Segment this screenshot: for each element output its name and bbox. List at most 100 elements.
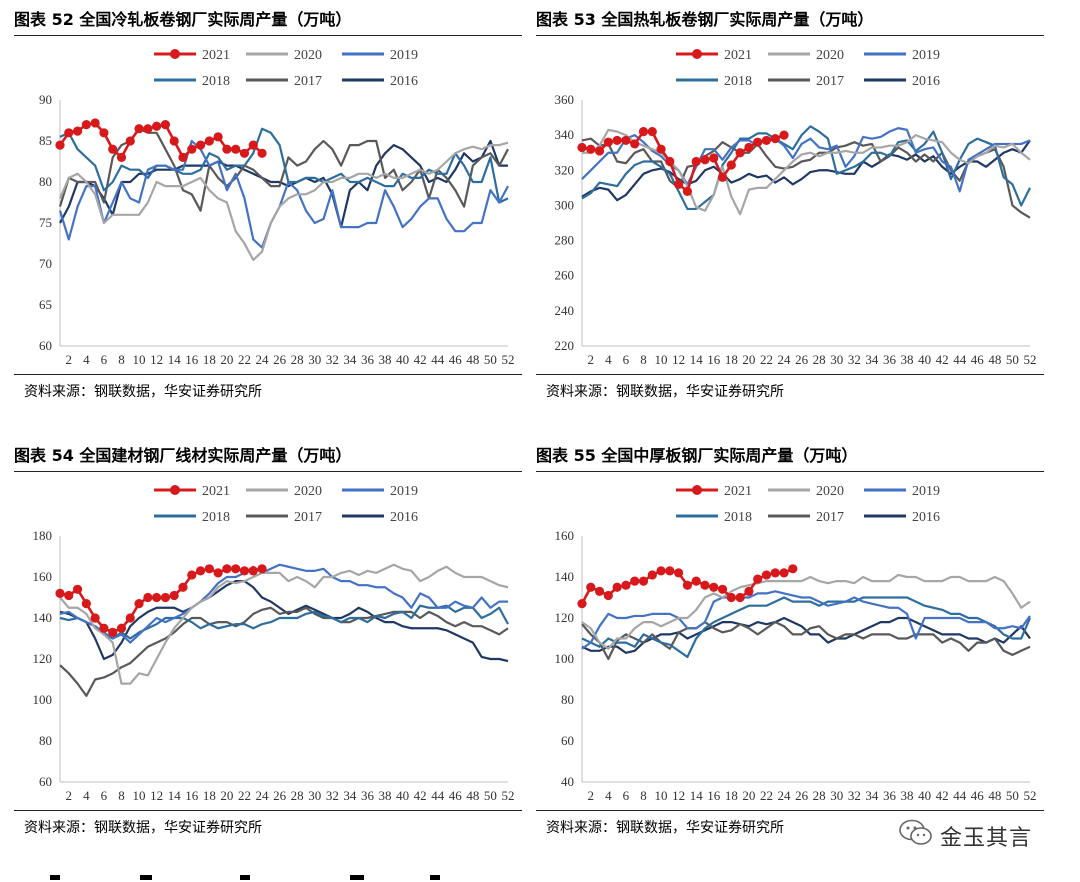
data-point-2021 xyxy=(656,144,666,154)
y-tick-label: 340 xyxy=(555,127,575,142)
x-tick-label: 6 xyxy=(623,352,630,367)
data-point-2021 xyxy=(630,139,640,149)
x-tick-label: 2 xyxy=(588,788,595,803)
legend-item-2021: 2021 xyxy=(676,484,752,499)
source-divider xyxy=(14,374,522,375)
data-point-2021 xyxy=(257,148,267,158)
legend-label: 2021 xyxy=(724,484,752,499)
data-point-2021 xyxy=(726,592,736,603)
legend-item-2020: 2020 xyxy=(768,48,844,63)
x-tick-label: 52 xyxy=(502,788,515,803)
y-tick-label: 140 xyxy=(33,610,53,625)
data-point-2021 xyxy=(638,576,649,586)
data-point-2021 xyxy=(603,137,613,147)
legend-item-2021: 2021 xyxy=(154,48,230,63)
y-tick-label: 80 xyxy=(39,733,52,748)
data-point-2021 xyxy=(239,566,250,576)
legend-label: 2020 xyxy=(816,48,844,63)
x-tick-label: 12 xyxy=(150,352,163,367)
watermark: 金玉其言 xyxy=(898,818,1048,852)
data-point-2021 xyxy=(744,586,754,596)
data-point-2021 xyxy=(64,128,74,138)
x-tick-label: 34 xyxy=(865,788,879,803)
data-point-2021 xyxy=(99,623,109,633)
legend-label: 2016 xyxy=(912,74,940,89)
series-line-2017 xyxy=(59,606,509,697)
data-point-2021 xyxy=(248,566,258,576)
legend-label: 2018 xyxy=(724,74,752,89)
data-point-2021 xyxy=(700,580,710,590)
data-point-2021 xyxy=(204,136,214,146)
data-point-2021 xyxy=(621,135,631,146)
y-tick-label: 260 xyxy=(555,268,575,283)
x-tick-label: 38 xyxy=(901,788,914,803)
x-tick-label: 2 xyxy=(588,352,595,367)
data-point-2021 xyxy=(187,144,197,154)
legend-label: 2021 xyxy=(724,48,752,63)
x-tick-label: 8 xyxy=(640,788,647,803)
x-tick-label: 14 xyxy=(168,788,182,803)
y-tick-label: 60 xyxy=(39,338,52,353)
legend-item-2019: 2019 xyxy=(864,48,940,63)
x-tick-label: 38 xyxy=(901,352,914,367)
data-point-2021 xyxy=(160,592,171,603)
data-point-2021 xyxy=(674,179,684,189)
source-note: 资料来源：钢联数据，华安证券研究所 xyxy=(24,384,262,400)
title-divider xyxy=(536,471,1044,472)
data-point-2021 xyxy=(81,120,91,130)
data-point-2021 xyxy=(638,127,649,137)
x-tick-label: 42 xyxy=(414,788,427,803)
x-tick-label: 50 xyxy=(484,788,497,803)
x-tick-label: 10 xyxy=(655,788,668,803)
series-line-2020 xyxy=(582,128,1031,216)
y-tick-label: 80 xyxy=(561,692,574,707)
x-tick-label: 6 xyxy=(623,788,630,803)
data-point-2021 xyxy=(665,566,675,576)
y-tick-label: 220 xyxy=(555,338,575,353)
x-tick-label: 4 xyxy=(83,352,90,367)
data-point-2021 xyxy=(231,144,241,154)
data-point-2021 xyxy=(726,160,736,170)
source-note: 资料来源：钢联数据，华安证券研究所 xyxy=(24,820,262,836)
chart-title: 图表 52 全国冷轧板卷钢厂实际周产量（万吨） xyxy=(14,10,352,29)
x-tick-label: 36 xyxy=(883,352,897,367)
data-point-2021 xyxy=(125,136,135,146)
chart-panel-52: 图表 52 全国冷轧板卷钢厂实际周产量（万吨） 60 65 70 75 80 85 90 2 4… xyxy=(14,8,534,428)
x-tick-label: 44 xyxy=(953,352,967,367)
x-tick-label: 24 xyxy=(778,788,792,803)
series-line-2020 xyxy=(58,141,509,261)
x-tick-label: 28 xyxy=(813,352,826,367)
x-tick-label: 4 xyxy=(605,788,612,803)
data-point-2021 xyxy=(152,121,162,131)
y-tick-label: 100 xyxy=(555,651,575,666)
x-tick-label: 10 xyxy=(655,352,668,367)
x-tick-label: 20 xyxy=(742,352,755,367)
data-point-2021 xyxy=(99,128,109,138)
title-divider xyxy=(536,35,1044,36)
data-point-2021 xyxy=(594,586,605,596)
legend-item-2018: 2018 xyxy=(676,510,752,525)
x-tick-label: 16 xyxy=(185,788,199,803)
legend-label: 2019 xyxy=(390,484,418,499)
data-point-2021 xyxy=(700,155,710,165)
data-point-2021 xyxy=(213,568,223,578)
legend-marker xyxy=(692,49,702,59)
x-tick-label: 36 xyxy=(361,788,375,803)
series-line-2020 xyxy=(59,563,509,685)
x-tick-label: 26 xyxy=(273,788,287,803)
legend-label: 2018 xyxy=(202,510,230,525)
source-note: 资料来源：钢联数据，华安证券研究所 xyxy=(546,820,784,836)
series-line-2016 xyxy=(581,616,1031,654)
data-point-2021 xyxy=(90,118,100,128)
data-point-2021 xyxy=(753,137,763,147)
data-point-2021 xyxy=(586,582,596,592)
legend-item-2020: 2020 xyxy=(768,484,844,499)
series-line-2016 xyxy=(59,579,509,663)
data-point-2021 xyxy=(222,564,232,574)
x-tick-label: 8 xyxy=(118,352,125,367)
legend-label: 2019 xyxy=(390,48,418,63)
legend-item-2021: 2021 xyxy=(154,484,230,499)
data-point-2021 xyxy=(577,142,587,153)
x-tick-label: 28 xyxy=(291,788,304,803)
